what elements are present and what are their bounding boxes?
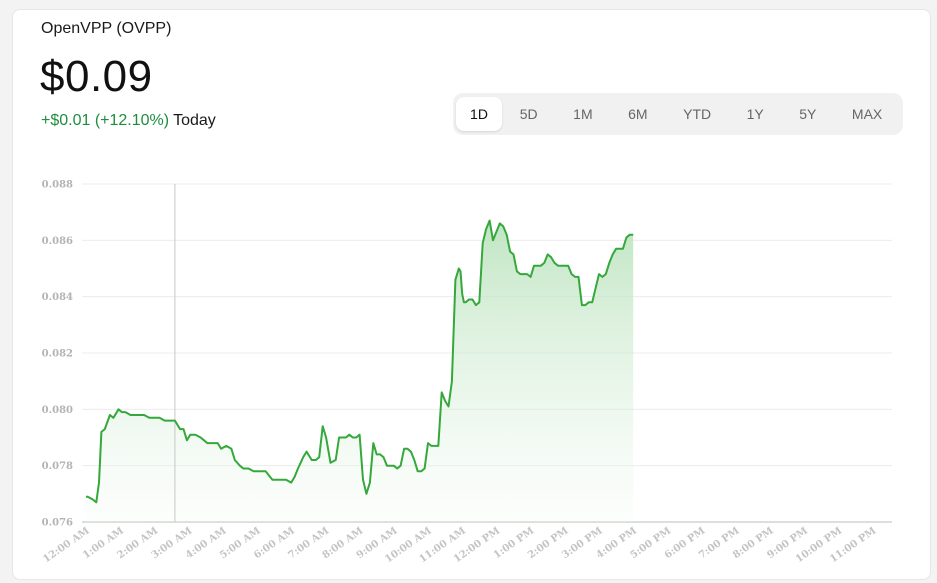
range-5d-button[interactable]: 5D xyxy=(519,106,538,122)
y-tick-label: 0.088 xyxy=(42,180,73,191)
y-tick-label: 0.080 xyxy=(42,405,73,416)
y-tick-label: 0.086 xyxy=(42,236,73,247)
change-value: +$0.01 (+12.10%) xyxy=(41,112,170,129)
range-1m-button[interactable]: 1M xyxy=(573,106,593,122)
range-1y-button[interactable]: 1Y xyxy=(746,106,764,122)
y-tick-label: 0.082 xyxy=(42,349,73,360)
range-5y-button[interactable]: 5Y xyxy=(799,106,817,122)
y-tick-label: 0.078 xyxy=(42,461,73,472)
y-tick-label: 0.076 xyxy=(42,518,73,529)
price-line xyxy=(86,219,634,504)
range-ytd-button[interactable]: YTD xyxy=(683,106,712,122)
y-tick-label: 0.084 xyxy=(42,292,73,303)
range-selector: 1D 5D 1M 6M YTD 1Y 5Y MAX xyxy=(453,93,903,135)
ticker-name: OpenVPP (OVPP) xyxy=(41,20,172,37)
change-period: Today xyxy=(173,112,216,129)
range-1d-button[interactable]: 1D xyxy=(456,97,502,131)
price-area xyxy=(86,220,634,522)
range-6m-button[interactable]: 6M xyxy=(628,106,648,122)
range-max-button[interactable]: MAX xyxy=(851,106,883,122)
current-price: $0.09 xyxy=(40,52,153,101)
x-tick-label: 12:00 AM xyxy=(41,525,91,565)
price-change: +$0.01 (+12.10%) Today xyxy=(41,112,216,130)
